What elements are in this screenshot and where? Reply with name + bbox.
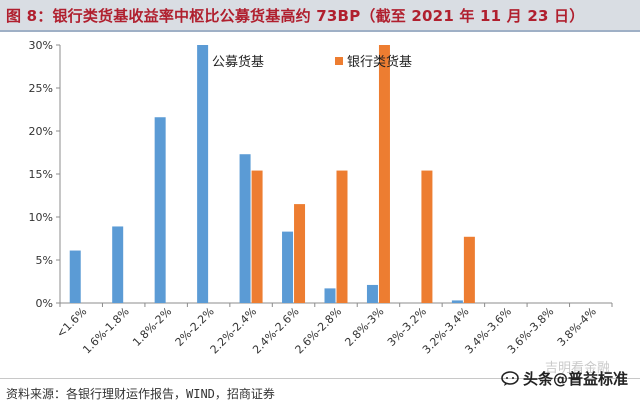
- x-tick-label: 3.6%-3.8%: [505, 305, 557, 357]
- bar-public-fund: [324, 288, 336, 303]
- x-tick-label: 2%-2.2%: [173, 305, 217, 349]
- bar-public-fund: [69, 250, 81, 303]
- x-tick-label: 3.8%-4%: [555, 305, 599, 349]
- x-tick-label: 2.6%-2.8%: [293, 305, 345, 357]
- chart-ticks: 0% 5% 10% 15% 20% 25% 30% <1.6%1.6%-1.8%1.8%-2%…: [29, 39, 613, 357]
- x-tick-label: 1.6%-1.8%: [80, 305, 132, 357]
- y-tick-label: 0%: [36, 297, 53, 310]
- x-tick-label: 2.8%-3%: [342, 305, 386, 349]
- bar-public-fund: [154, 117, 166, 304]
- bar-bank-fund: [463, 236, 475, 303]
- bar-public-fund: [451, 300, 463, 303]
- x-tick-label: 1.8%-2%: [130, 305, 174, 349]
- bar-public-fund: [366, 284, 378, 303]
- bar-public-fund: [239, 154, 251, 303]
- chart-bars: [69, 45, 475, 304]
- bar-bank-fund: [294, 204, 306, 303]
- watermark-faint: 吉明看金融: [544, 361, 610, 376]
- watermark-text: 头条@普益标准: [522, 370, 628, 388]
- bar-chart: 0% 5% 10% 15% 20% 25% 30% <1.6%1.6%-1.8%1.8%-2%…: [29, 39, 613, 357]
- footer-divider: [0, 378, 640, 379]
- watermark: 头条@普益标准: [501, 368, 628, 389]
- x-tick-label: <1.6%: [54, 305, 89, 340]
- y-tick-label: 5%: [36, 254, 53, 267]
- bar-public-fund: [282, 231, 294, 303]
- y-tick-label: 15%: [29, 168, 53, 181]
- figure-title: 图 8：银行类货基收益率中枢比公募货基高约 73BP（截至 2021 年 11 …: [6, 6, 585, 25]
- bar-bank-fund: [421, 170, 433, 303]
- bar-public-fund: [197, 45, 209, 303]
- bar-bank-fund: [336, 170, 348, 303]
- y-tick-label: 10%: [29, 211, 53, 224]
- y-tick-label: 25%: [29, 82, 53, 95]
- legend-label: 公募货基: [212, 54, 264, 70]
- bar-public-fund: [112, 226, 124, 303]
- title-bar: 图 8：银行类货基收益率中枢比公募货基高约 73BP（截至 2021 年 11 …: [0, 0, 640, 30]
- title-divider: [0, 30, 640, 32]
- chat-bubble-icon: [501, 370, 519, 386]
- y-tick-label: 30%: [29, 39, 53, 52]
- bar-bank-fund: [251, 170, 263, 303]
- legend-label: 银行类货基: [347, 54, 412, 70]
- chart-axes: [59, 45, 612, 304]
- y-tick-label: 20%: [29, 125, 53, 138]
- source-note: 资料来源：各银行理财运作报告，WIND，招商证券: [6, 387, 275, 401]
- x-tick-label: 3%-3.2%: [385, 305, 429, 349]
- bar-bank-fund: [378, 45, 390, 303]
- chart-legend: 公募货基 银行类货基: [212, 54, 412, 70]
- legend-swatch: [335, 57, 343, 65]
